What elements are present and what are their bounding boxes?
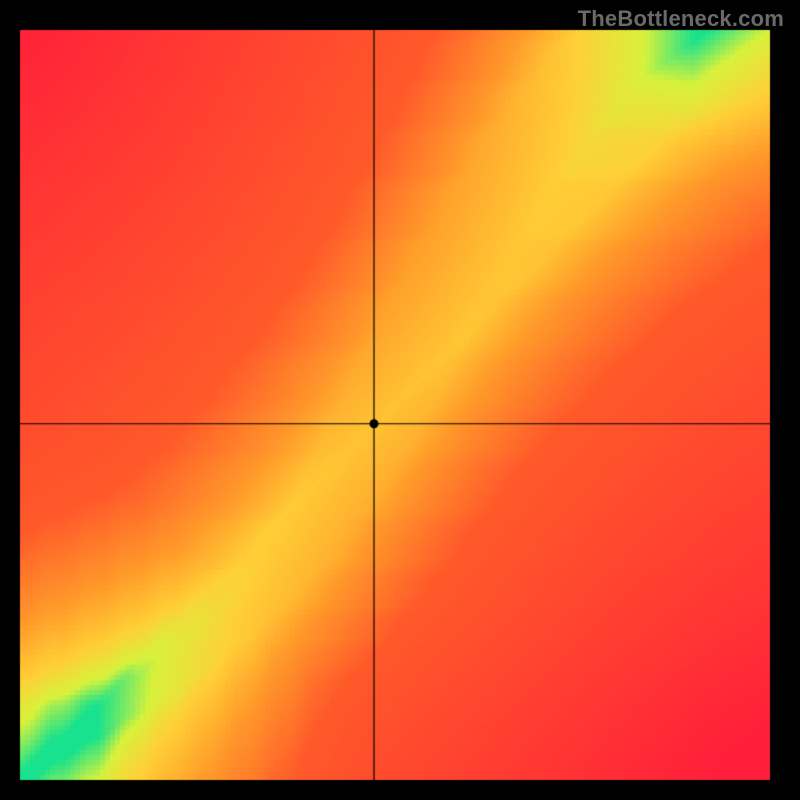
heatmap-canvas [0,0,800,800]
watermark-text: TheBottleneck.com [578,6,784,32]
chart-container: TheBottleneck.com [0,0,800,800]
